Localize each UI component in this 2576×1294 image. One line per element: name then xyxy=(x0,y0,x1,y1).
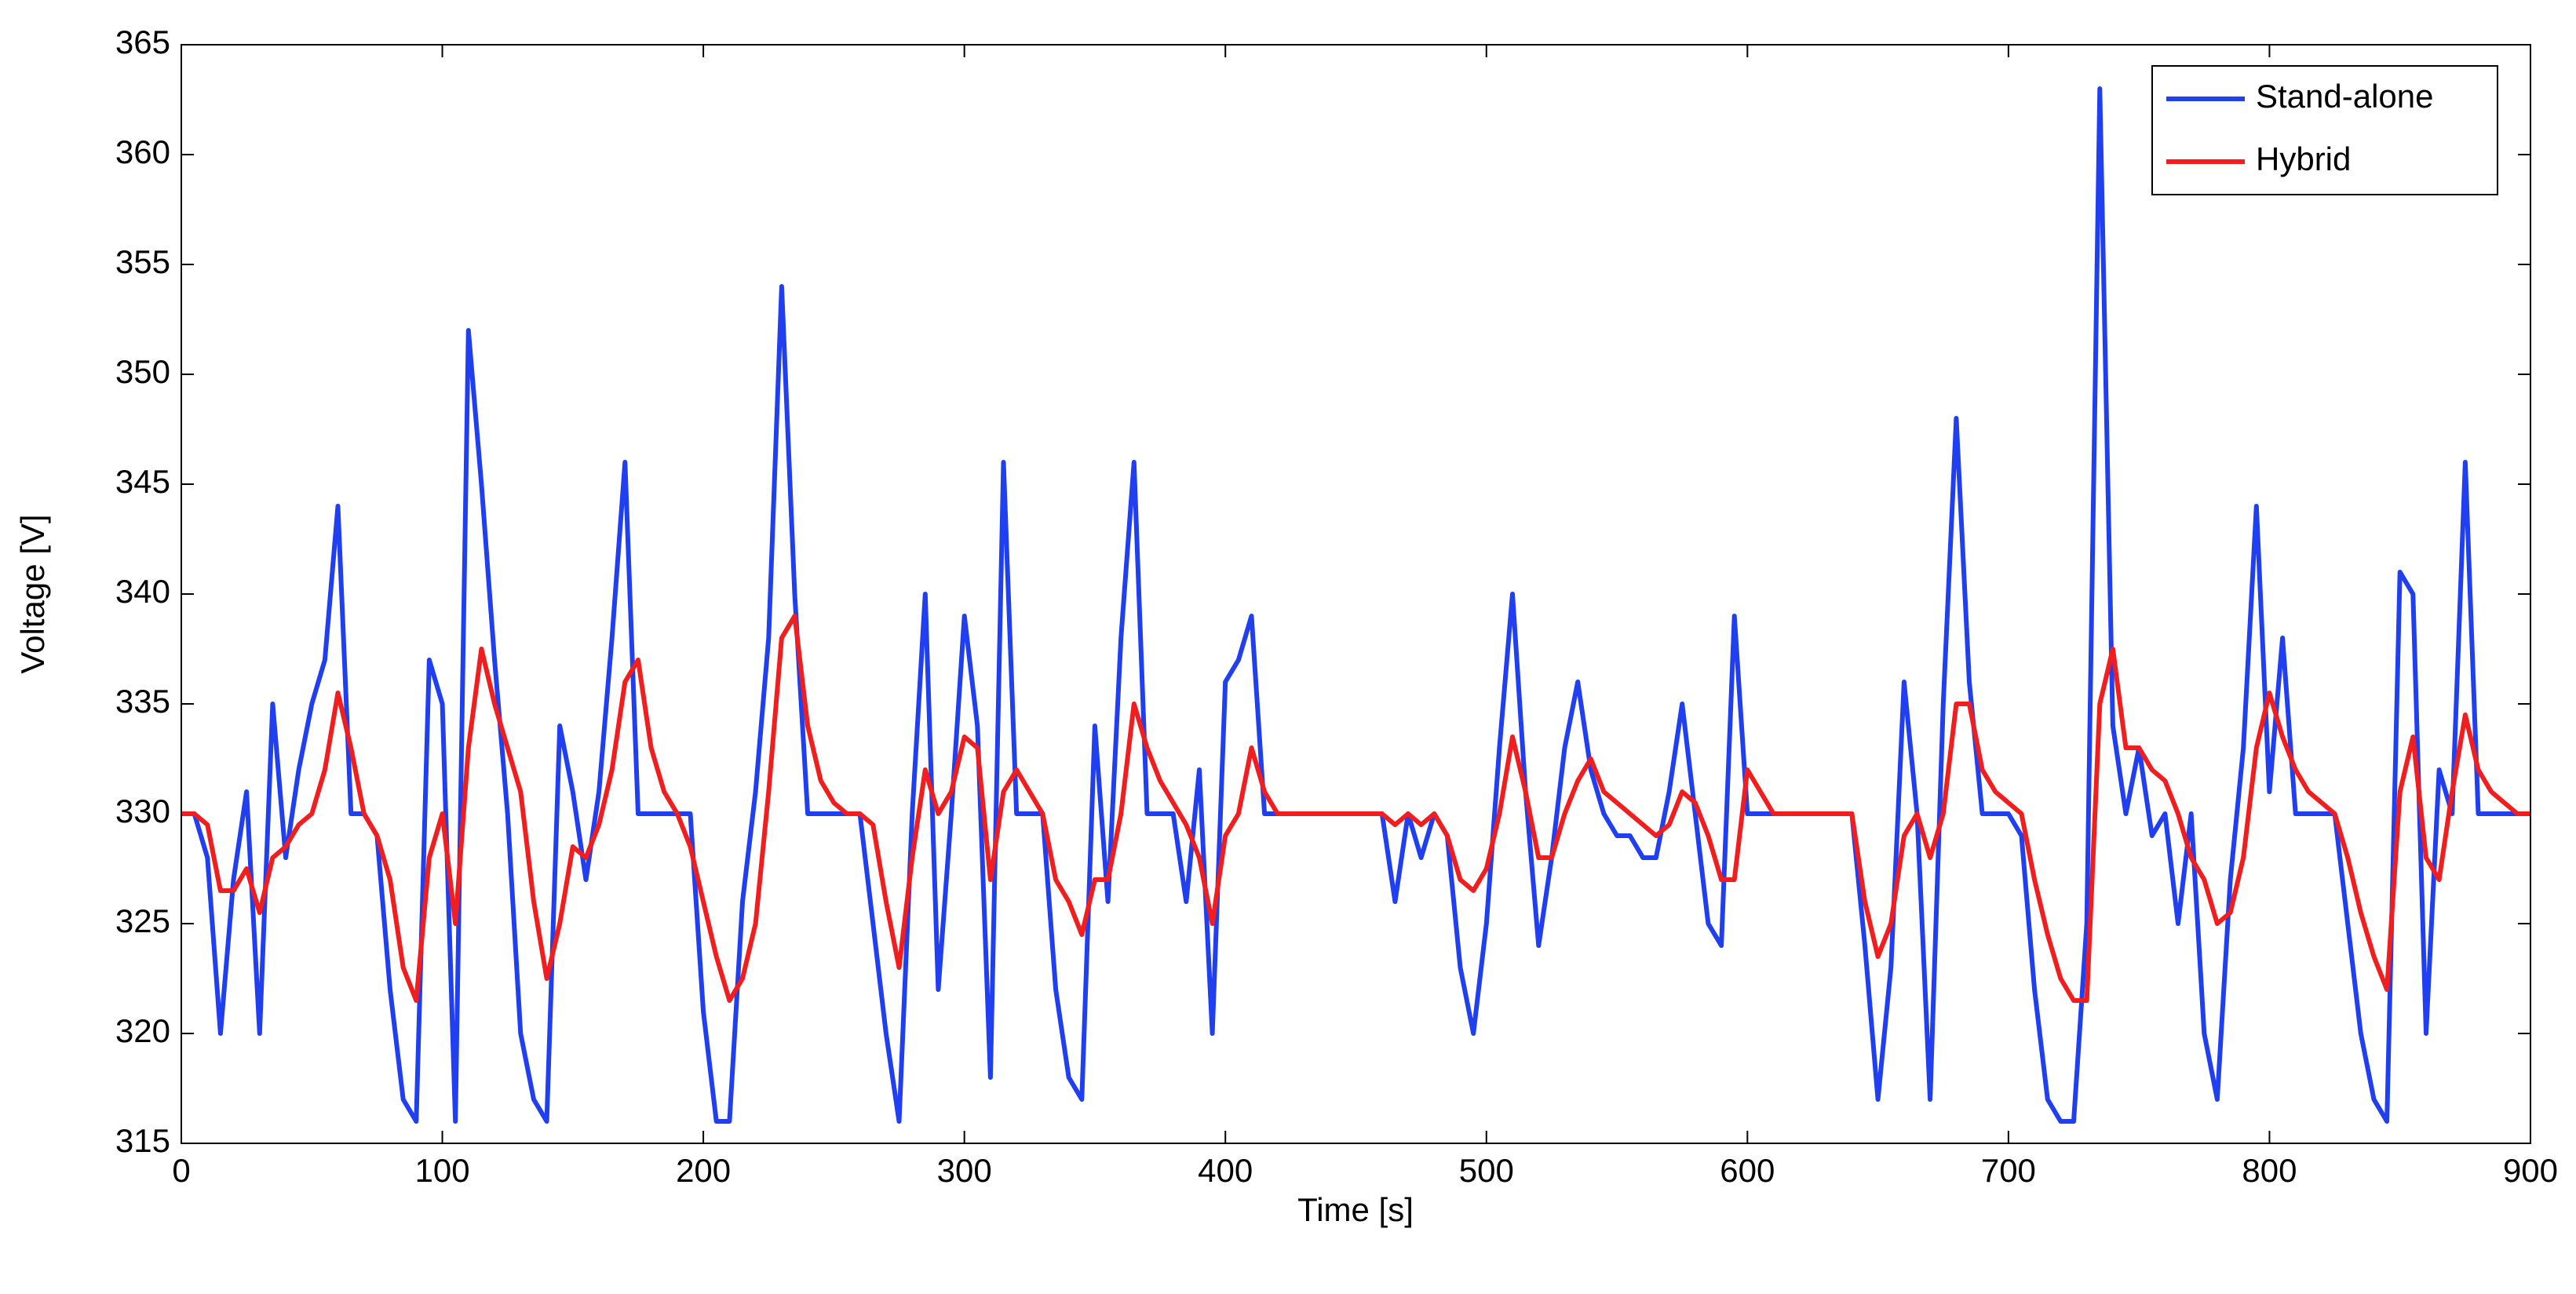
y-axis-label: Voltage [V] xyxy=(14,514,51,673)
x-tick-label: 100 xyxy=(415,1152,470,1189)
y-tick-label: 345 xyxy=(115,463,170,500)
x-tick-label: 500 xyxy=(1459,1152,1514,1189)
x-tick-label: 300 xyxy=(937,1152,992,1189)
x-tick-label: 400 xyxy=(1198,1152,1253,1189)
series-line xyxy=(181,86,2530,1124)
y-tick-label: 340 xyxy=(115,573,170,610)
y-tick-label: 350 xyxy=(115,353,170,390)
x-tick-label: 600 xyxy=(1720,1152,1775,1189)
x-tick-label: 200 xyxy=(676,1152,731,1189)
y-tick-label: 355 xyxy=(115,243,170,280)
x-axis-label: Time [s] xyxy=(1297,1191,1414,1228)
x-tick-label: 0 xyxy=(172,1152,190,1189)
y-tick-label: 335 xyxy=(115,683,170,720)
y-tick-label: 315 xyxy=(115,1122,170,1159)
series-line xyxy=(181,614,2530,1003)
y-tick-label: 330 xyxy=(115,793,170,829)
x-tick-label: 900 xyxy=(2503,1152,2558,1189)
y-tick-label: 320 xyxy=(115,1012,170,1049)
plot-frame xyxy=(181,44,2531,1144)
legend-box xyxy=(2151,65,2498,195)
legend-label: Stand-alone xyxy=(2256,78,2434,115)
legend-label: Hybrid xyxy=(2256,140,2351,177)
x-tick-label: 700 xyxy=(1981,1152,2036,1189)
y-tick-label: 325 xyxy=(115,902,170,939)
x-tick-label: 800 xyxy=(2242,1152,2297,1189)
y-tick-label: 360 xyxy=(115,133,170,170)
y-tick-label: 365 xyxy=(115,24,170,60)
